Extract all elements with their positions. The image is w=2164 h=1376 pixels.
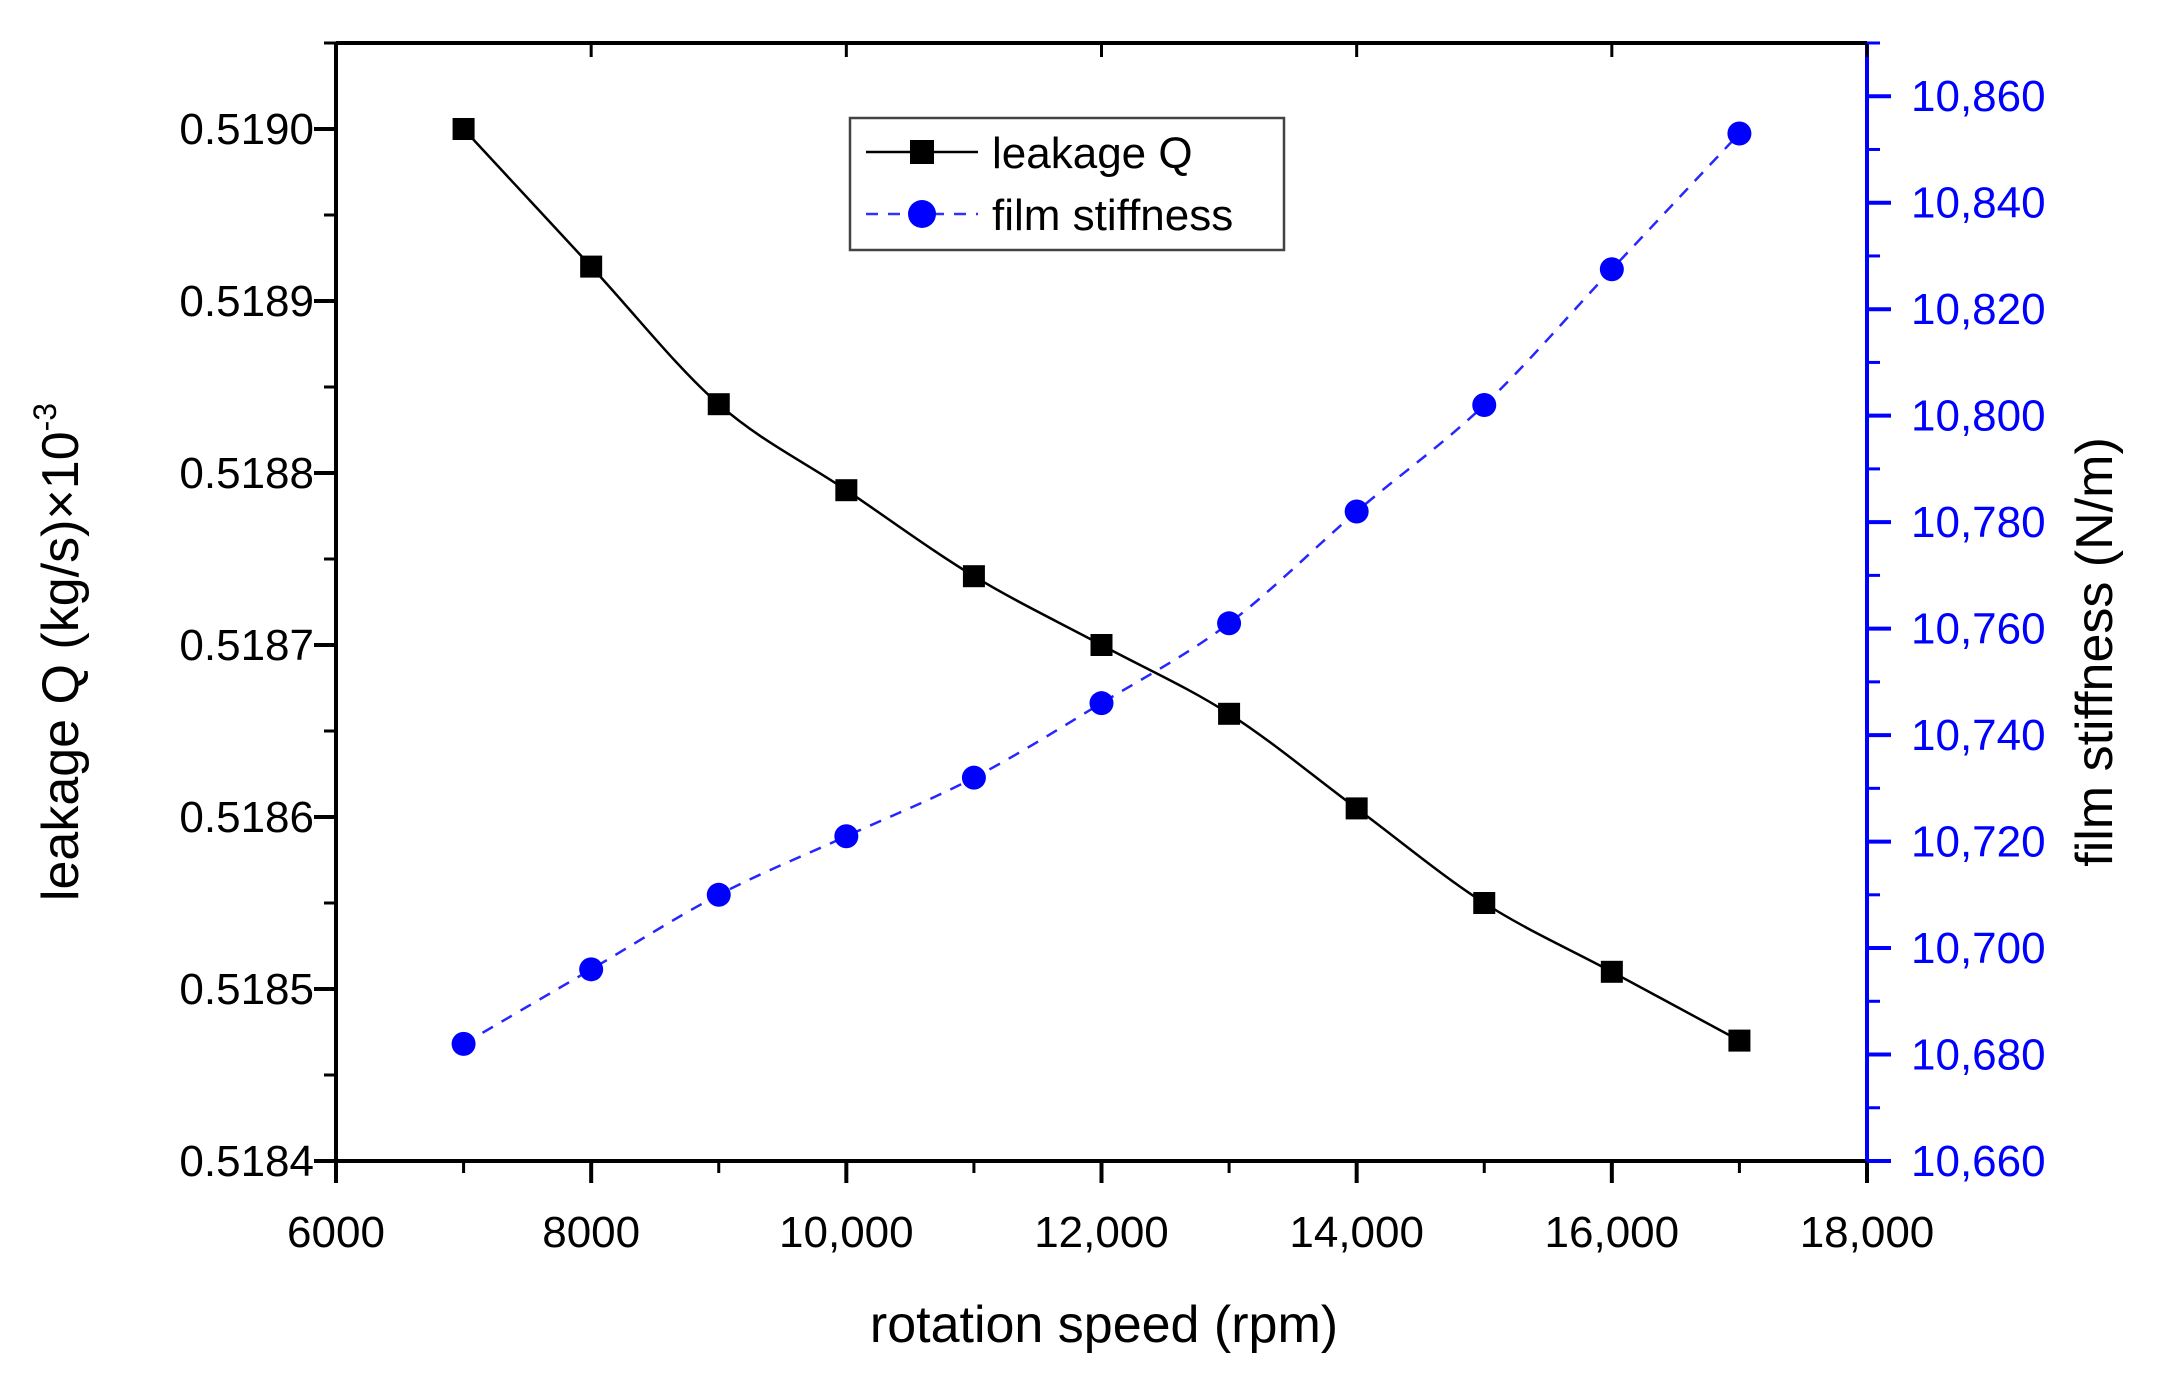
series-line-leakage [462,128,1741,1042]
x-tick-label: 18,000 [1800,1208,1935,1257]
data-point-stiffness [579,957,604,982]
data-point-stiffness [1727,121,1752,146]
y-axis-left-title-exponent: -3 [27,403,63,431]
data-point-stiffness [1344,499,1369,524]
legend-marker-leakage [910,140,934,164]
data-point-stiffness [706,882,731,907]
legend-label-leakage: leakage Q [992,129,1193,178]
y-right-tick-label: 10,820 [1911,285,2046,334]
data-point-leakage [580,255,603,278]
data-point-stiffness [1217,611,1242,636]
y-right-tick-label: 10,780 [1911,498,2046,547]
data-point-stiffness [1089,691,1114,716]
y-axis-left-title: leakage Q (kg/s)×10-3 [27,403,90,901]
data-point-leakage [1090,634,1113,656]
data-point-leakage [707,393,730,416]
series-layer [451,118,1752,1056]
y-left-tick-label: 0.5184 [179,1137,314,1186]
x-tick-label: 10,000 [779,1208,914,1257]
y-right-tick-label: 10,860 [1911,72,2046,121]
data-point-leakage [962,565,985,588]
data-point-leakage [1473,892,1496,914]
y-right-tick-label: 10,840 [1911,179,2046,228]
x-tick-label: 6000 [287,1208,385,1257]
y-right-tick-label: 10,680 [1911,1031,2046,1080]
y-right-tick-label: 10,660 [1911,1137,2046,1186]
data-point-leakage [1728,1029,1751,1052]
y-right-tick-label: 10,740 [1911,711,2046,760]
data-point-leakage [835,479,858,502]
data-point-leakage [1600,960,1623,983]
data-point-leakage [452,118,475,140]
data-point-leakage [1345,797,1368,820]
axes: 6000 8000 10,000 12,000 14,000 16,000 18,000 0.… [179,41,2046,1257]
y-left-tick-label: 0.5189 [179,277,314,326]
y-left-tick-label: 0.5187 [179,621,314,670]
y-axis-left-title-text: leakage Q (kg/s)×10 [32,431,90,901]
y-right-tick-label: 10,720 [1911,818,2046,867]
y-left-tick-label: 0.5186 [179,793,314,842]
data-point-stiffness [1599,257,1624,282]
y-left-tick-label: 0.5188 [179,449,314,498]
y-left-tick-label: 0.5185 [179,965,314,1014]
data-point-stiffness [451,1031,476,1056]
legend: leakage Q film stiffness [848,116,1286,252]
series-line-stiffness [462,132,1741,1045]
data-point-stiffness [961,765,986,790]
data-point-leakage [1218,702,1241,725]
y-right-tick-label: 10,700 [1911,924,2046,973]
x-tick-label: 8000 [542,1208,640,1257]
x-tick-label: 16,000 [1545,1208,1680,1257]
y-right-tick-label: 10,800 [1911,392,2046,441]
legend-label-stiffness: film stiffness [992,191,1233,240]
x-tick-label: 14,000 [1289,1208,1424,1257]
data-point-stiffness [834,824,859,849]
y-left-tick-label: 0.5190 [179,105,314,154]
x-tick-label: 12,000 [1034,1208,1169,1257]
y-axis-right-title: film stiffness (N/m) [2066,437,2124,867]
legend-marker-stiffness [908,200,936,228]
y-right-tick-label: 10,760 [1911,605,2046,654]
x-axis-title: rotation speed (rpm) [870,1296,1338,1354]
data-point-stiffness [1472,393,1497,418]
